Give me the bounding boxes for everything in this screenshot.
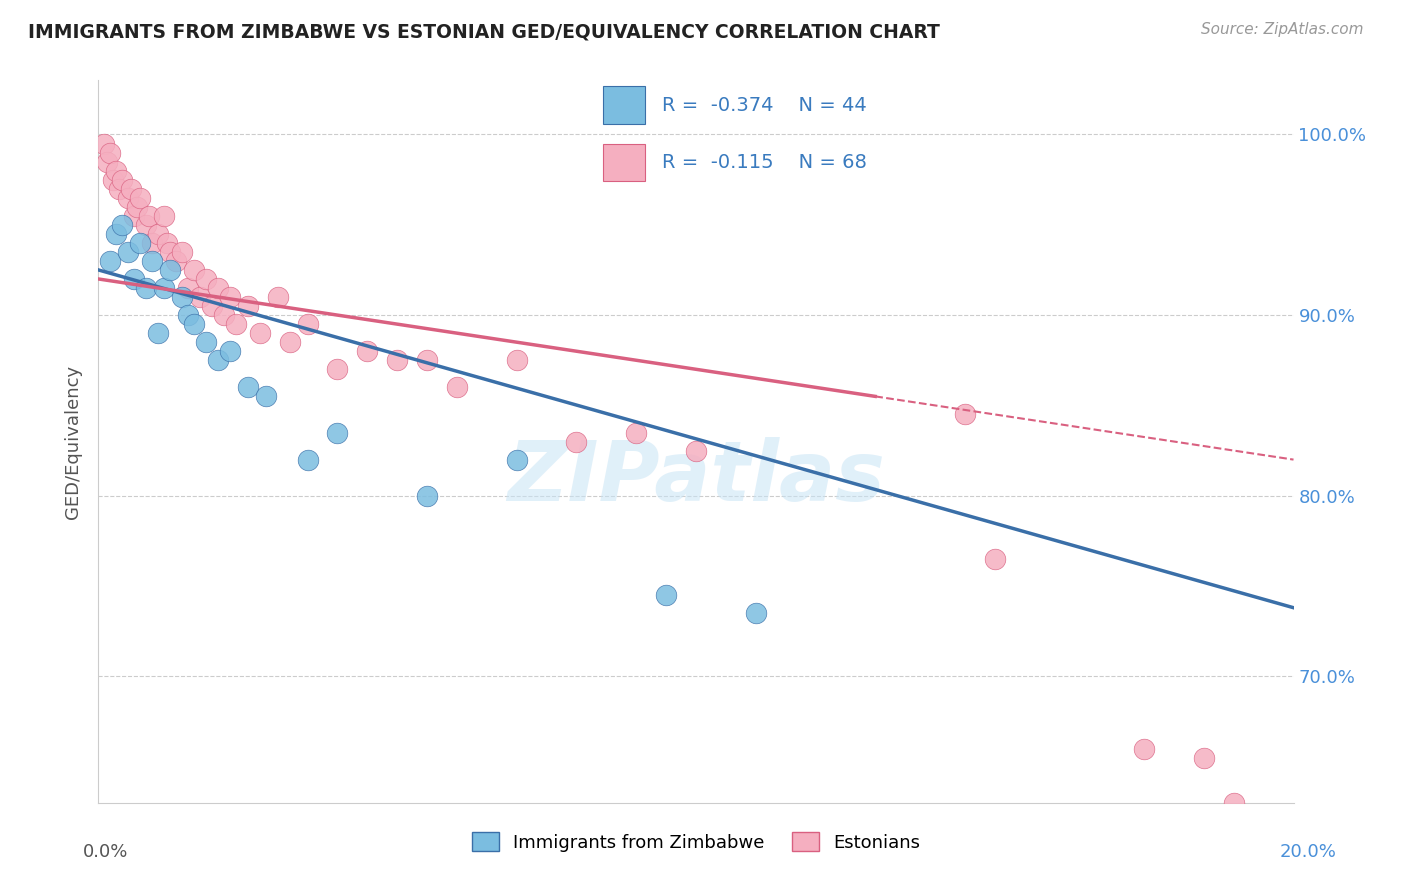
Point [103,172,125,186]
Point [148,227,170,241]
Point [96,154,118,169]
Point [105,163,128,178]
Point [446,380,468,394]
Point [207,353,229,368]
Point [219,290,242,304]
Point [326,362,349,376]
Point [267,290,290,304]
Point [195,272,218,286]
Point [93,136,115,151]
Point [626,425,648,440]
Point [141,254,163,268]
Point [745,606,768,620]
Text: IMMIGRANTS FROM ZIMBABWE VS ESTONIAN GED/EQUIVALENCY CORRELATION CHART: IMMIGRANTS FROM ZIMBABWE VS ESTONIAN GED… [28,22,941,41]
Point [141,235,163,250]
Point [1192,750,1215,764]
Point [120,181,142,195]
Point [172,244,194,259]
Bar [603,87,645,124]
Point [297,317,319,331]
Point [225,317,247,331]
Point [153,281,176,295]
Text: ZIPatlas: ZIPatlas [508,437,884,518]
Legend: Immigrants from Zimbabwe, Estonians: Immigrants from Zimbabwe, Estonians [464,825,928,859]
Point [506,452,529,467]
Point [188,290,211,304]
Point [201,299,224,313]
Point [124,272,146,286]
Point [156,235,179,250]
Point [219,344,242,359]
Point [236,380,259,394]
Point [1133,741,1156,756]
Point [254,389,277,403]
Point [177,308,200,322]
Point [111,218,134,232]
Point [984,552,1007,566]
Text: 0.0%: 0.0% [83,843,128,861]
Point [117,191,139,205]
Text: R =  -0.374    N = 44: R = -0.374 N = 44 [662,95,868,114]
Point [385,353,409,368]
Point [129,191,152,205]
Point [565,434,588,449]
Point [356,344,378,359]
Point [135,218,157,232]
Point [506,353,529,368]
Text: R =  -0.115    N = 68: R = -0.115 N = 68 [662,153,868,172]
Point [135,281,157,295]
Point [127,200,149,214]
Point [236,299,259,313]
Point [124,209,146,223]
Point [953,408,976,422]
Point [111,172,134,186]
Point [98,145,122,160]
Point [278,335,301,350]
Point [148,326,170,341]
Point [207,281,229,295]
Point [195,335,218,350]
Point [153,209,176,223]
Bar [603,144,645,181]
Point [183,263,205,277]
Point [98,254,122,268]
Point [1223,796,1246,810]
Point [138,209,160,223]
Text: 20.0%: 20.0% [1279,843,1336,861]
Point [172,290,194,304]
Point [108,181,131,195]
Point [249,326,271,341]
Point [416,489,439,503]
Point [159,263,181,277]
Point [105,227,128,241]
Point [416,353,439,368]
Point [129,235,152,250]
Point [165,254,187,268]
Point [183,317,205,331]
Point [212,308,235,322]
Text: Source: ZipAtlas.com: Source: ZipAtlas.com [1201,22,1364,37]
Point [159,244,181,259]
Y-axis label: GED/Equivalency: GED/Equivalency [65,365,83,518]
Point [177,281,200,295]
Point [117,244,139,259]
Point [326,425,349,440]
Point [297,452,319,467]
Point [685,443,707,458]
Point [655,588,678,602]
